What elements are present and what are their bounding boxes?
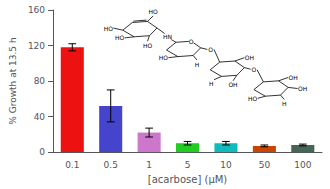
svg-text:OH: OH bbox=[288, 74, 297, 81]
svg-text:H: H bbox=[209, 80, 214, 87]
svg-text:160: 160 bbox=[28, 5, 45, 15]
svg-text:0: 0 bbox=[39, 147, 45, 157]
svg-text:5: 5 bbox=[185, 160, 191, 170]
svg-text:0.5: 0.5 bbox=[104, 160, 118, 170]
svg-text:O: O bbox=[208, 46, 213, 53]
svg-text:O: O bbox=[189, 38, 194, 45]
svg-text:40: 40 bbox=[34, 112, 46, 122]
svg-text:0.1: 0.1 bbox=[65, 160, 79, 170]
svg-text:50: 50 bbox=[259, 160, 271, 170]
svg-text:OH: OH bbox=[228, 81, 237, 88]
svg-text:% Growth at 13.5 h: % Growth at 13.5 h bbox=[8, 37, 18, 124]
svg-text:1: 1 bbox=[146, 160, 152, 170]
svg-text:OH: OH bbox=[298, 85, 307, 92]
svg-text:OH: OH bbox=[245, 54, 254, 61]
svg-text:HO: HO bbox=[159, 54, 169, 61]
svg-text:H: H bbox=[195, 61, 200, 68]
svg-text:HO: HO bbox=[104, 25, 114, 32]
svg-text:HO: HO bbox=[248, 95, 258, 102]
svg-text:O: O bbox=[252, 66, 257, 73]
svg-text:120: 120 bbox=[28, 41, 45, 51]
svg-text:HO: HO bbox=[143, 42, 153, 49]
svg-text:HO: HO bbox=[149, 8, 159, 15]
svg-text:80: 80 bbox=[34, 76, 46, 86]
svg-text:[acarbose] (μM): [acarbose] (μM) bbox=[148, 174, 228, 185]
svg-text:100: 100 bbox=[294, 160, 311, 170]
svg-text:H: H bbox=[282, 100, 287, 107]
svg-text:10: 10 bbox=[220, 160, 232, 170]
svg-text:HO: HO bbox=[115, 34, 125, 41]
svg-text:HN: HN bbox=[163, 33, 172, 40]
